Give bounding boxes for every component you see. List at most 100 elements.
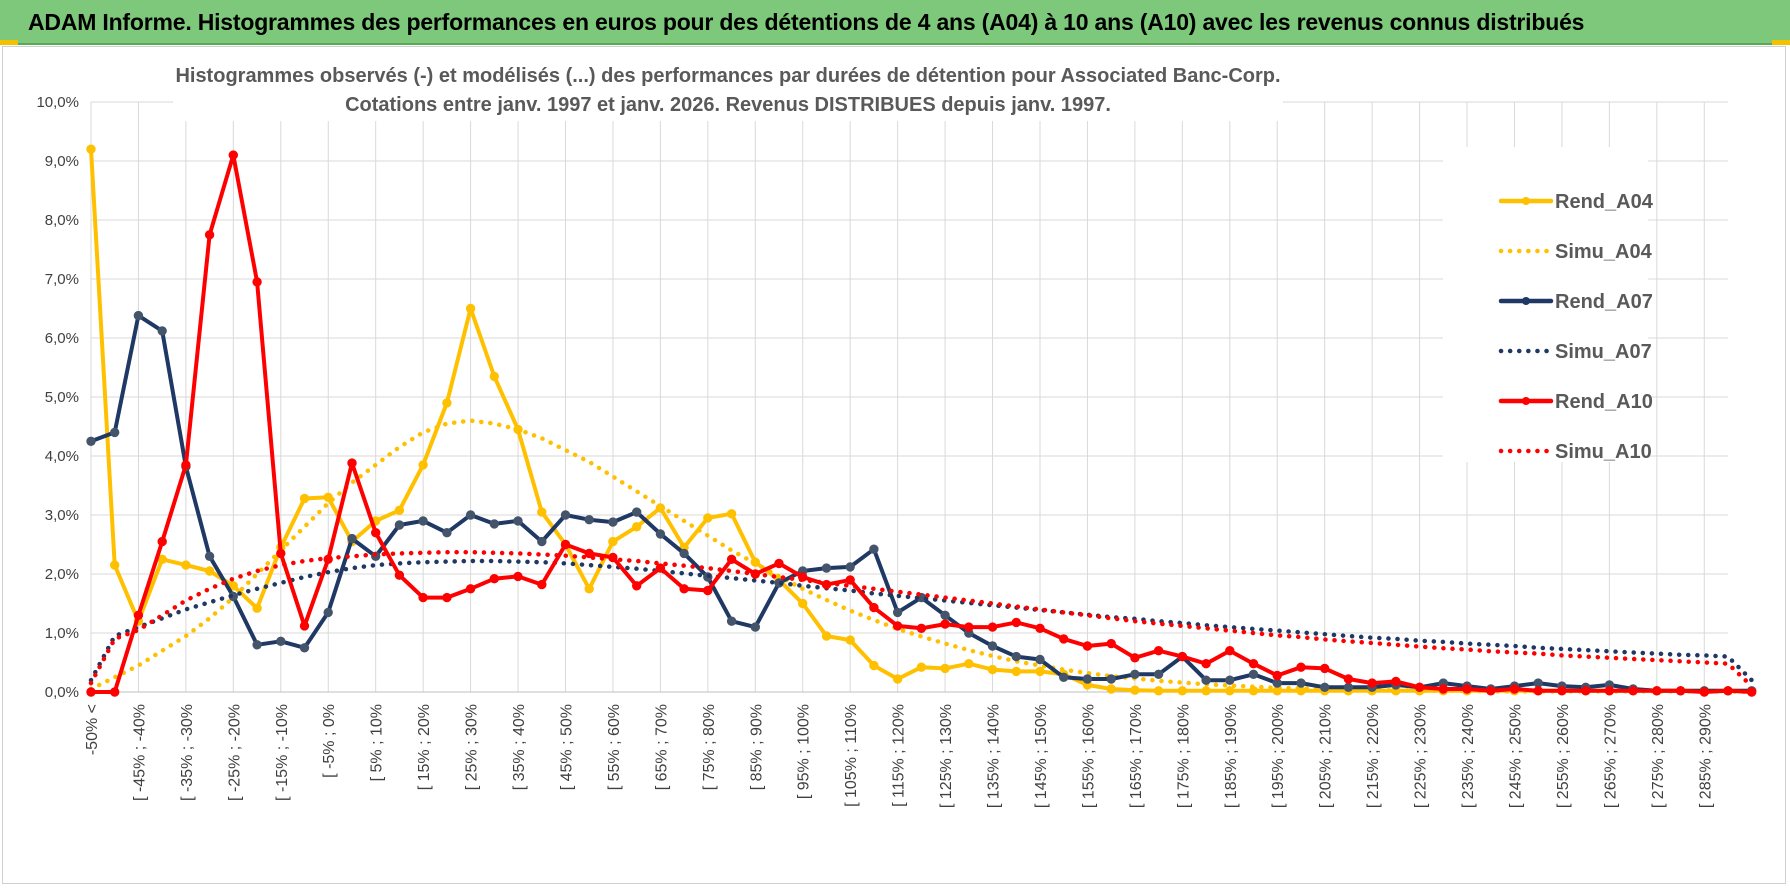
- legend-item-simu-a10: Simu_A10: [1498, 441, 1652, 463]
- x-tick-label: [ 255% ; 260%: [1555, 704, 1572, 808]
- data-point-rend-a04: [892, 674, 903, 684]
- x-tick-label: [ 125% ; 130%: [938, 704, 955, 808]
- x-tick-label: [ 245% ; 250%: [1507, 704, 1524, 808]
- data-point-rend-a04: [821, 631, 832, 641]
- series-rend-a10: [86, 150, 1757, 697]
- data-point-rend-a07: [276, 636, 286, 646]
- data-point-rend-a10: [1272, 670, 1282, 681]
- x-tick-label: [ 135% ; 140%: [986, 704, 1003, 808]
- x-tick-label: [ 45% ; 50%: [558, 704, 575, 790]
- legend-label: Simu_A10: [1555, 441, 1652, 463]
- data-point-rend-a04: [1130, 685, 1140, 695]
- data-point-rend-a07: [1153, 669, 1164, 679]
- data-point-rend-a04: [964, 659, 974, 669]
- data-point-rend-a07: [323, 607, 333, 618]
- data-point-rend-a04: [442, 398, 452, 408]
- chart-title-background: [173, 57, 1283, 121]
- data-point-rend-a07: [869, 544, 879, 554]
- data-point-rend-a10: [1011, 617, 1021, 628]
- data-point-rend-a10: [1581, 686, 1591, 696]
- x-tick-label: [ 185% ; 190%: [1223, 704, 1240, 808]
- data-point-rend-a04: [1106, 684, 1116, 694]
- data-point-rend-a10: [987, 622, 998, 632]
- y-tick-label: 1,0%: [45, 625, 79, 642]
- data-point-rend-a07: [489, 519, 499, 529]
- data-point-rend-a10: [442, 592, 452, 603]
- chart: 0,0% 1,0% 2,0% 3,0% 4,0% 5,0% 6,0% 7,0% 8,0% 9,0%…: [36, 57, 1757, 808]
- data-point-rend-a07: [537, 536, 547, 547]
- data-point-rend-a04: [418, 460, 428, 470]
- data-point-rend-a10: [1414, 682, 1425, 692]
- corner-accent-left: [0, 40, 18, 45]
- data-point-rend-a10: [584, 548, 594, 559]
- data-point-rend-a04: [1177, 686, 1188, 696]
- x-tick-label: [ -25% ; -20%: [226, 704, 243, 801]
- x-tick-label: [ 115% ; 120%: [891, 704, 908, 807]
- data-point-rend-a10: [1747, 687, 1757, 697]
- data-point-rend-a10: [1675, 686, 1686, 696]
- data-point-rend-a04: [1153, 686, 1164, 696]
- data-point-rend-a07: [1130, 669, 1140, 679]
- data-point-rend-a10: [1082, 641, 1093, 651]
- legend-item-rend-a04: Rend_A04: [1498, 191, 1654, 213]
- data-point-rend-a04: [632, 522, 642, 532]
- legend-label: Simu_A04: [1555, 241, 1653, 263]
- data-point-rend-a07: [940, 610, 950, 620]
- data-point-rend-a04: [204, 566, 215, 576]
- data-point-rend-a10: [1604, 686, 1615, 696]
- data-point-rend-a07: [1320, 682, 1330, 692]
- y-tick-label: 6,0%: [45, 330, 79, 347]
- data-point-rend-a10: [513, 571, 523, 582]
- y-tick-label: 4,0%: [45, 448, 79, 465]
- data-point-rend-a07: [252, 640, 262, 650]
- data-point-rend-a04: [489, 371, 499, 382]
- data-point-rend-a10: [703, 585, 713, 596]
- data-point-rend-a04: [86, 144, 96, 154]
- data-point-rend-a04: [584, 584, 594, 594]
- data-point-rend-a07: [513, 516, 523, 526]
- x-tick-label: [ 165% ; 170%: [1128, 704, 1145, 808]
- data-point-rend-a10: [1462, 684, 1472, 694]
- x-tick-label: [ 205% ; 210%: [1318, 704, 1335, 808]
- data-point-rend-a10: [1343, 674, 1354, 684]
- y-tick-label: 5,0%: [45, 389, 79, 406]
- data-point-rend-a07: [465, 510, 476, 520]
- data-point-rend-a10: [1320, 663, 1330, 674]
- x-axis-ticks: -50% < [ -45% ; -40% [ -35% ; -30% [ -25% ;…: [84, 704, 1714, 808]
- header-bar: ADAM Informe. Histogrammes des performan…: [0, 0, 1790, 45]
- legend: Rend_A04 Simu_A04 Rend_A07 Simu_A07 Rend_A10…: [1443, 147, 1654, 463]
- x-tick-label: [ 195% ; 200%: [1270, 704, 1287, 808]
- data-point-rend-a10: [371, 528, 381, 538]
- x-tick-label: [ 25% ; 30%: [464, 704, 481, 790]
- data-point-rend-a10: [252, 277, 262, 287]
- data-point-rend-a07: [1343, 682, 1354, 692]
- data-point-rend-a04: [608, 536, 618, 547]
- data-point-rend-a10: [1248, 659, 1259, 669]
- x-tick-label: [ 145% ; 150%: [1033, 704, 1050, 808]
- data-point-rend-a07: [442, 528, 452, 538]
- data-point-rend-a07: [845, 562, 855, 572]
- data-point-rend-a10: [1438, 684, 1449, 694]
- corner-accent-right: [1772, 40, 1790, 45]
- data-point-rend-a10: [1153, 646, 1164, 656]
- data-point-rend-a10: [110, 687, 120, 697]
- data-point-rend-a10: [1533, 686, 1543, 696]
- data-point-rend-a04: [845, 635, 855, 645]
- data-point-rend-a04: [940, 663, 950, 674]
- data-point-rend-a04: [394, 505, 405, 515]
- data-point-rend-a10: [774, 558, 784, 569]
- x-tick-label: [ -45% ; -40%: [131, 704, 148, 801]
- data-point-rend-a07: [892, 607, 903, 618]
- x-tick-label: [ 15% ; 20%: [416, 704, 433, 790]
- chart-title: Histogrammes observés (-) et modélisés (…: [173, 57, 1283, 121]
- data-point-rend-a07: [157, 326, 167, 336]
- data-point-rend-a10: [1557, 686, 1567, 696]
- data-point-rend-a10: [726, 554, 737, 564]
- data-point-rend-a10: [489, 574, 499, 584]
- data-point-rend-a07: [1082, 674, 1093, 684]
- data-point-rend-a04: [110, 560, 120, 570]
- y-tick-label: 10,0%: [36, 94, 79, 111]
- data-point-rend-a10: [679, 584, 689, 594]
- data-point-rend-a10: [394, 570, 405, 580]
- data-point-rend-a10: [276, 548, 286, 559]
